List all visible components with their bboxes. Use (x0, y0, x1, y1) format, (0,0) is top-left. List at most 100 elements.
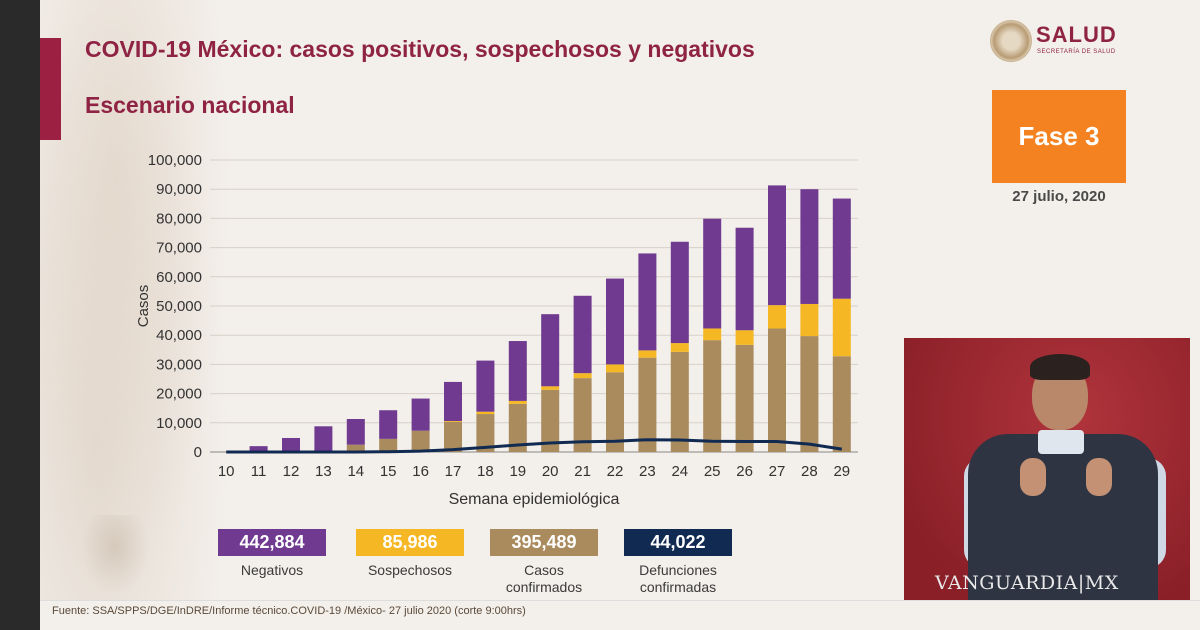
phase-badge: Fase 3 (992, 90, 1126, 183)
bar-segment (411, 430, 430, 452)
bar-segment (508, 341, 527, 401)
bar-segment (476, 414, 495, 452)
bar-segment (735, 227, 754, 331)
bar-segment (346, 444, 365, 452)
vanguardia-watermark: VANGUARDIA|MX (935, 572, 1119, 594)
bar-segment (444, 381, 462, 422)
bar-segment (411, 398, 430, 431)
bar-segment (735, 330, 754, 345)
bar-segment (832, 356, 851, 452)
y-axis-label: Casos (135, 285, 152, 328)
legend-box-defunciones: 44,022 (624, 529, 732, 556)
y-tick-label: 100,000 (148, 152, 202, 169)
bar-segment (735, 344, 754, 452)
bar-segment (444, 421, 462, 422)
bar-segment (541, 314, 560, 387)
accent-bar (40, 38, 61, 140)
legend-value-negativos: 442,884 (239, 532, 305, 552)
watermark-suffix: MX (1084, 572, 1119, 594)
bar-segment (444, 421, 462, 452)
bar-segment (314, 426, 333, 452)
bar-segment (606, 372, 624, 452)
bar-segment (832, 198, 851, 299)
bar-segment (638, 350, 657, 358)
legend-box-sospechosos: 85,986 (356, 529, 464, 556)
seal-icon (990, 20, 1032, 62)
y-tick-label: 90,000 (156, 181, 202, 198)
interpreter-collar (1038, 430, 1084, 454)
bar-segment (832, 298, 851, 357)
y-tick-label: 20,000 (156, 386, 202, 403)
footer-emblem-icon (80, 515, 150, 595)
bar-segment (541, 389, 560, 452)
bar-segment (638, 253, 657, 351)
legend-label-defunciones: Defunciones confirmadas (639, 562, 717, 595)
bar-segment (768, 328, 786, 452)
stacked-bar-chart: 0 10,000 20,000 30,000 40,000 50,000 60,000 70,… (135, 152, 858, 508)
y-tick-label: 10,000 (156, 415, 202, 432)
bar-segment (476, 411, 495, 415)
x-tick-label: 12 (283, 463, 300, 480)
bar-segment (573, 295, 592, 374)
bar-segment (800, 189, 819, 304)
background-watermark (40, 0, 230, 600)
x-tick-label: 25 (704, 463, 721, 480)
logo-name: SALUD (1036, 22, 1117, 47)
bar-segment (703, 340, 722, 452)
bar-segment (800, 336, 819, 452)
x-axis-label: Semana epidemiológica (449, 491, 620, 508)
x-tick-label: 10 (218, 463, 235, 480)
bar-segment (768, 305, 786, 329)
page-title: COVID-19 México: casos positivos, sospec… (85, 36, 755, 62)
footer-source: Fuente: SSA/SPPS/DGE/InDRE/Informe técni… (52, 605, 526, 617)
bar-segment (282, 437, 300, 452)
bar-segment (703, 218, 722, 329)
legend-value-confirmados: 395,489 (511, 532, 577, 552)
bar-segment (606, 278, 624, 365)
bar-segment (670, 343, 689, 352)
watermark-text: VANGUARDIA (935, 572, 1078, 594)
x-tick-label: 27 (769, 463, 786, 480)
x-tick-label: 29 (833, 463, 850, 480)
bar-segment (249, 446, 268, 452)
bar-segment (379, 438, 398, 452)
legend-box-negativos: 442,884 (218, 529, 326, 556)
x-tick-label: 19 (509, 463, 526, 480)
phase-date: 27 julio, 2020 (1012, 188, 1106, 205)
x-tick-label: 23 (639, 463, 656, 480)
bar-segment (379, 410, 398, 439)
y-tick-label: 0 (194, 444, 202, 461)
line-series-defunciones (226, 438, 843, 454)
salud-logo: SALUD SECRETARÍA DE SALUD (990, 18, 1130, 66)
y-tick-label: 80,000 (156, 210, 202, 227)
bar-segment (508, 403, 527, 452)
bar-segment (670, 241, 689, 344)
x-tick-label: 11 (251, 463, 267, 480)
x-tick-label: 28 (801, 463, 818, 480)
x-tick-label: 22 (607, 463, 624, 480)
legend-value-sospechosos: 85,986 (382, 532, 438, 552)
x-tick-label: 15 (380, 463, 397, 480)
bar-segment (541, 386, 560, 390)
logo-tagline: SECRETARÍA DE SALUD (1037, 49, 1116, 55)
x-tick-label: 18 (477, 463, 494, 480)
legend-label-negativos: Negativos (240, 562, 304, 578)
y-tick-label: 70,000 (156, 240, 202, 257)
interpreter-body (968, 434, 1158, 600)
x-tick-label: 14 (347, 463, 364, 480)
interpreter-hair (1030, 354, 1090, 380)
bar-segment (606, 364, 624, 373)
interpreter-hand-right (1086, 458, 1112, 496)
legend-label-confirmados: Casos confirmados (505, 562, 583, 595)
sign-language-interpreter-video (904, 338, 1190, 600)
x-tick-label: 20 (542, 463, 559, 480)
bar-segment (703, 328, 722, 341)
footer: Fuente: SSA/SPPS/DGE/InDRE/Informe técni… (40, 600, 1200, 623)
y-tick-label: 60,000 (156, 269, 202, 286)
bar-segment (573, 378, 592, 452)
page-subtitle: Escenario nacional (85, 92, 295, 118)
x-tick-label: 21 (574, 463, 591, 480)
y-tick-label: 50,000 (156, 298, 202, 315)
x-tick-label: 17 (445, 463, 462, 480)
x-tick-label: 13 (315, 463, 332, 480)
